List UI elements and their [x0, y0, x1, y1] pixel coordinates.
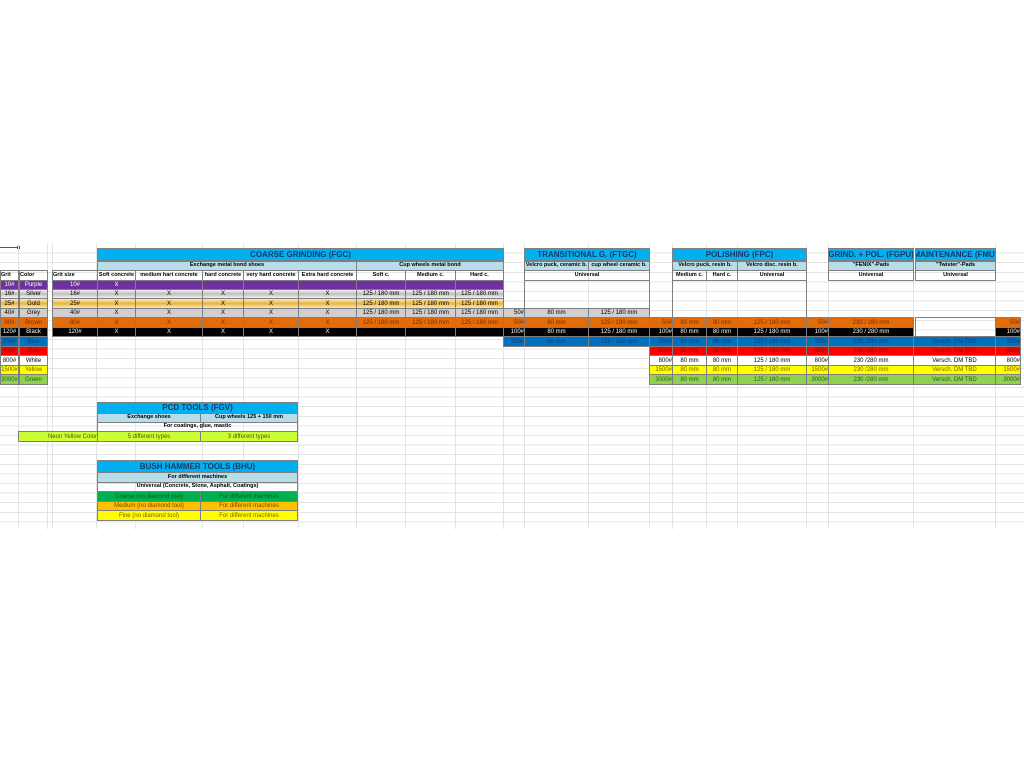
transitional-grit[interactable]: 200#	[503, 336, 525, 347]
gridline	[588, 244, 589, 529]
gridline	[524, 244, 525, 529]
gridline	[913, 244, 914, 529]
grind-pol-cell[interactable]: 230 /280 mm	[828, 374, 914, 385]
gridline	[243, 244, 244, 529]
gridline	[706, 244, 707, 529]
pcd-cell[interactable]: 3 different types	[200, 431, 298, 442]
legend-color[interactable]: Green	[19, 374, 48, 385]
gridline	[828, 244, 829, 529]
maintenance-cell[interactable]: Versch. DM TBD	[913, 374, 996, 385]
coarse-cell[interactable]: X	[243, 327, 299, 337]
polishing-cell[interactable]: 80 mm	[672, 374, 707, 385]
coarse-cell[interactable]	[455, 327, 504, 337]
coarse-cell[interactable]: X	[298, 327, 357, 337]
legend-grit[interactable]: 3000#	[0, 374, 19, 385]
maintenance-empty-block[interactable]	[915, 317, 996, 337]
gridline	[135, 244, 136, 529]
coarse-cell[interactable]: 120#	[52, 327, 98, 337]
polishing-grit[interactable]: 3000#	[649, 374, 673, 385]
transitional-title[interactable]: TRANSITIONAL G. (FTGC)	[524, 248, 650, 261]
gridline	[96, 244, 97, 529]
gridline	[47, 244, 48, 529]
gridline	[356, 244, 357, 529]
gridline	[737, 244, 738, 529]
gridline	[649, 244, 650, 529]
gridline	[672, 244, 673, 529]
gridline	[503, 244, 504, 529]
grind-pol-title[interactable]: GRIND. + POL. (FGPU)	[828, 248, 914, 261]
coarse-cell[interactable]	[405, 327, 456, 337]
polishing-cell[interactable]: 80 mm	[706, 374, 738, 385]
gridline	[298, 244, 299, 529]
polishing-title[interactable]: POLISHING (FPC)	[672, 248, 807, 261]
transitional-empty-block[interactable]	[524, 280, 650, 309]
polishing-cell[interactable]: 125 / 180 mm	[737, 374, 807, 385]
maintenance-type[interactable]: Universal	[915, 270, 996, 281]
coarse-cell[interactable]	[356, 327, 406, 337]
transitional-cell[interactable]: 125 / 180 mm	[588, 336, 650, 347]
bhu-tool[interactable]: Fine (no diamond tool)	[97, 510, 201, 521]
pcd-color-label[interactable]: Neon Yellow Color	[18, 431, 98, 442]
coarse-cell[interactable]: X	[135, 327, 203, 337]
bhu-cell[interactable]: For different machines	[200, 510, 298, 521]
gridline	[18, 244, 19, 529]
gridline	[806, 244, 807, 529]
maintenance-grit[interactable]: 3000#	[995, 374, 1021, 385]
gridline	[202, 244, 203, 529]
gridline	[52, 244, 53, 529]
coarse-cell[interactable]: X	[97, 327, 136, 337]
gridline	[405, 244, 406, 529]
gridline	[455, 244, 456, 529]
coarse-grinding-title[interactable]: COARSE GRINDING (FGC)	[97, 248, 504, 261]
transitional-cell[interactable]: 80 mm	[524, 336, 589, 347]
maintenance-title[interactable]: MAINTENANCE (FMU)	[915, 248, 996, 261]
grind-pol-type[interactable]: Universal	[828, 270, 914, 281]
grind-pol-grit[interactable]: 3000#	[806, 374, 829, 385]
pcd-cell[interactable]: 5 different types	[97, 431, 201, 442]
polishing-empty-block[interactable]	[672, 280, 807, 318]
coarse-cell[interactable]: X	[202, 327, 244, 337]
cell-selection-marker	[0, 246, 20, 249]
gridline	[995, 244, 996, 529]
